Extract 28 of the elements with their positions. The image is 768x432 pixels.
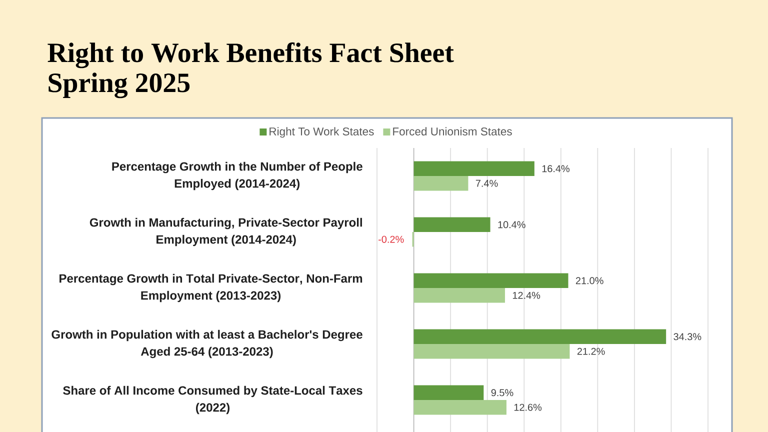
bar <box>414 273 568 288</box>
legend-label: Right To Work States <box>270 127 374 138</box>
data-label: 10.4% <box>498 221 526 228</box>
data-label: 16.4% <box>542 165 570 172</box>
data-label: 9.5% <box>491 389 514 396</box>
data-label: 12.6% <box>514 404 542 411</box>
chart-title: Right to Work Benefits Fact Sheet <box>48 42 454 68</box>
data-label: 21.2% <box>577 348 605 355</box>
bar <box>414 288 505 303</box>
y-tick-label: Share of All Income Consumed by State-Local Taxes (2022) <box>63 386 362 414</box>
data-label: 7.4% <box>476 180 498 187</box>
y-tick-label: Percentage Growth in the Number of People Employed (2014-2024) <box>112 162 362 190</box>
data-label: 12.4% <box>512 292 540 299</box>
y-tick-label: Growth in Manufacturing, Private-Sector Payroll Employment (2014-2024) <box>90 218 362 246</box>
bar <box>414 329 666 344</box>
y-tick-label: Growth in Population with at least a Bachelor's Degree Aged 25-64 (2013-2023) <box>52 330 362 358</box>
bar <box>414 385 484 400</box>
bar <box>414 161 534 176</box>
bar <box>414 400 506 415</box>
data-label: 21.0% <box>576 277 604 284</box>
bar <box>414 176 468 191</box>
bar <box>414 217 490 232</box>
text: Spring 2025 <box>48 72 190 98</box>
legend-label: Forced Unionism States <box>393 127 512 136</box>
y-tick-label: Percentage Growth in Total Private-Sector, Non-Farm Employment (2013-2023) <box>60 274 362 302</box>
data-label: -0.2% <box>378 236 404 243</box>
data-label: 34.3% <box>674 333 702 340</box>
bar <box>414 344 570 359</box>
